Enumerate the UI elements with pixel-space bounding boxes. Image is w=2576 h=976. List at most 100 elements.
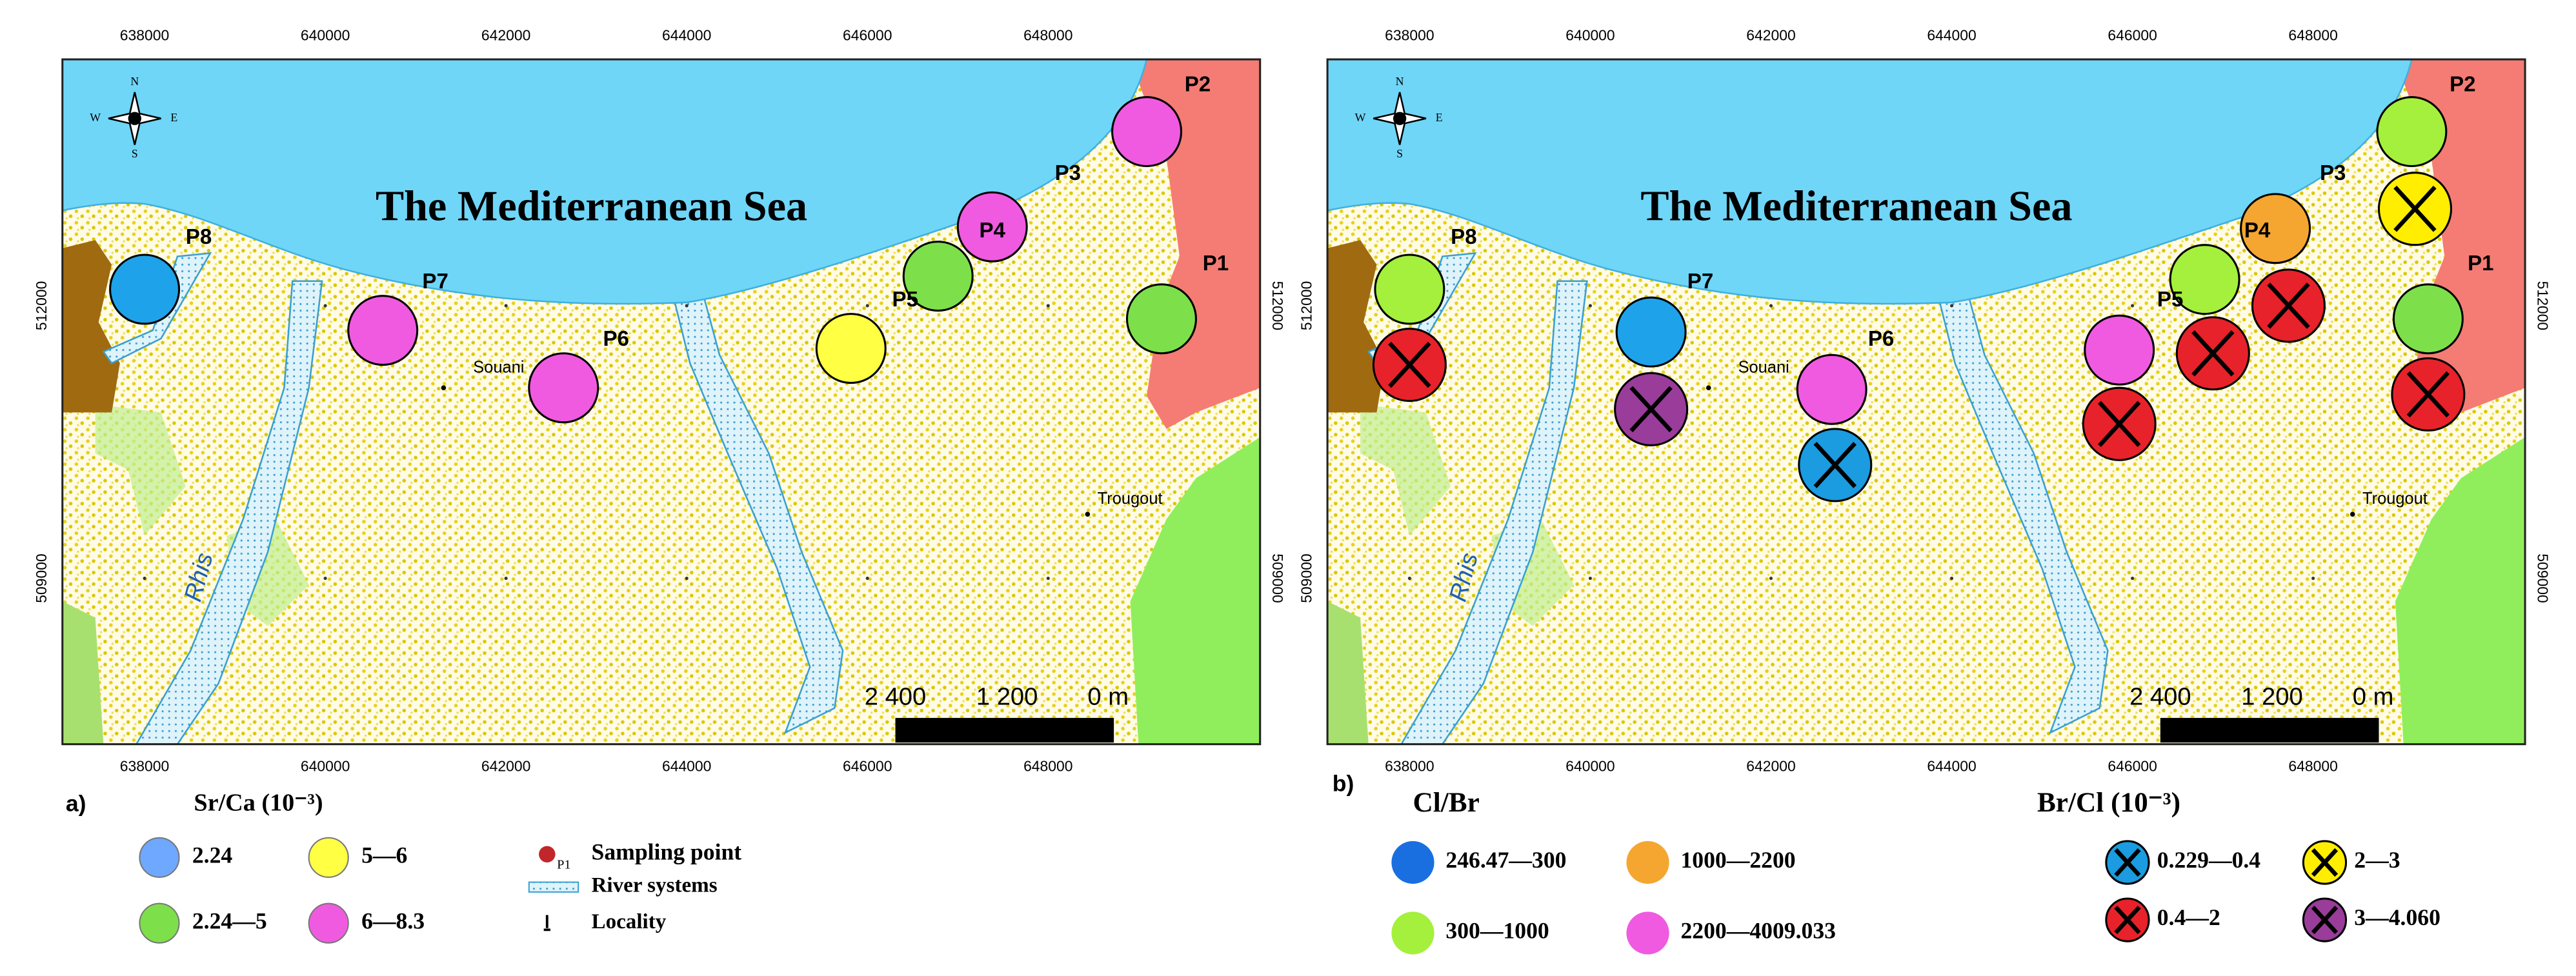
legend-label: 6—8.3 xyxy=(361,908,425,933)
legend-swatch xyxy=(308,837,349,878)
legend-label: 0.229—0.4 xyxy=(2157,847,2261,873)
green-zone xyxy=(1327,601,1369,744)
legend-label: Locality xyxy=(592,910,667,933)
legend-label: 2200—4009.033 xyxy=(1680,918,1835,944)
graticule-dot xyxy=(504,304,508,308)
brown-zone xyxy=(1327,240,1385,413)
graticule-dot xyxy=(2311,576,2315,581)
y-tick-label: 509000 xyxy=(33,553,50,603)
green-zone xyxy=(95,404,186,536)
y-tick-label: 509000 xyxy=(2534,553,2551,603)
point-label: P8 xyxy=(1451,225,1476,249)
graticule-dot xyxy=(143,576,146,581)
point-label: P1 xyxy=(2468,252,2493,275)
x-glyph xyxy=(2114,905,2141,935)
green-zone xyxy=(62,601,104,744)
legend-label: River systems xyxy=(592,874,718,897)
legend-swatch xyxy=(139,902,180,944)
legend-swatch xyxy=(1391,911,1434,955)
graticule-dot xyxy=(865,576,869,581)
compass-letter: W xyxy=(90,111,101,124)
point-label: P3 xyxy=(1055,161,1081,185)
point-label: P7 xyxy=(422,270,448,294)
compass-letter: W xyxy=(1355,111,1366,124)
compass-letter: E xyxy=(170,111,177,124)
x-tick-label: 642000 xyxy=(481,757,530,774)
sample-circle xyxy=(2169,244,2240,315)
sea xyxy=(1327,59,2413,305)
legend-title: Br/Cl (10⁻³) xyxy=(2037,787,2180,818)
map-body xyxy=(1327,59,2526,744)
x-tick-label: 646000 xyxy=(843,757,892,774)
point-label: P6 xyxy=(1868,327,1894,351)
graticule-dot xyxy=(1407,576,1411,581)
scale-label: 0 m xyxy=(2353,682,2394,710)
legend-label: Sampling point xyxy=(592,839,742,864)
legend-a: a) Sr/Ca (10⁻³) 2.24 2.24—5 5—6 6—8.3 P1 Sampli… xyxy=(66,790,742,944)
x-glyph xyxy=(2311,848,2339,877)
river xyxy=(1937,293,2109,735)
x-tick-label: 642000 xyxy=(481,26,530,43)
compass-center xyxy=(128,112,141,125)
point-label: P3 xyxy=(2320,161,2346,185)
graticule-dot xyxy=(1046,576,1050,581)
map-frame xyxy=(61,58,1262,746)
graticule-dot xyxy=(1588,576,1592,581)
legend-title: Sr/Ca (10⁻³) xyxy=(194,790,323,817)
point-label: P7 xyxy=(1687,270,1713,294)
x-tick-label: 648000 xyxy=(1023,757,1072,774)
x-tick-label: 648000 xyxy=(1023,26,1072,43)
x-tick-label: 638000 xyxy=(1385,757,1434,774)
locality-symbol xyxy=(441,385,447,391)
y-tick-label: 512000 xyxy=(1269,281,1286,330)
graticule-dot xyxy=(2131,304,2135,308)
graticule-dot xyxy=(323,576,327,581)
x-tick-label: 642000 xyxy=(1746,26,1795,43)
map-frame xyxy=(1326,58,2526,746)
sample-circle xyxy=(2392,283,2464,355)
graticule-dot xyxy=(504,576,508,581)
scale-bar xyxy=(895,717,1114,743)
compass-center xyxy=(1393,112,1407,125)
sample-circle xyxy=(347,295,419,366)
point-label: P5 xyxy=(892,288,918,312)
sample-circle xyxy=(902,241,974,312)
legend-swatch xyxy=(1626,841,1669,884)
sea-label: The Mediterranean Sea xyxy=(376,183,807,230)
compass-letter: S xyxy=(1396,147,1403,160)
sample-circle xyxy=(956,191,1028,263)
point-label: P5 xyxy=(2157,288,2183,312)
x-glyph xyxy=(2267,283,2310,329)
y-tick-label: 512000 xyxy=(1298,281,1315,330)
sample-circle xyxy=(1111,96,1183,168)
x-tick-label: 644000 xyxy=(1927,757,1976,774)
green-zone xyxy=(2395,437,2526,744)
scale-label: 1 200 xyxy=(2241,682,2303,710)
x-tick-label: 644000 xyxy=(662,26,711,43)
map-body xyxy=(62,59,1260,744)
scale-label: 2 400 xyxy=(2129,682,2191,710)
legend-label: 2.24—5 xyxy=(192,908,267,933)
y-tick-label: 509000 xyxy=(1298,553,1315,603)
river xyxy=(672,293,844,735)
graticule-dot xyxy=(865,304,869,308)
place-label: Trougout xyxy=(1098,490,1163,508)
x-glyph xyxy=(1813,442,1857,488)
sample-circle xyxy=(1796,354,1867,425)
river xyxy=(1400,280,1588,744)
legend-b: b) Cl/Br 246.47—300 300—1000 1000—2200 2200—4… xyxy=(1333,771,2440,955)
compass: N W E S xyxy=(90,75,177,160)
y-tick-label: 512000 xyxy=(2534,281,2551,330)
legend-title: Cl/Br xyxy=(1413,787,1479,818)
x-tick-label: 646000 xyxy=(2108,26,2157,43)
map-panel: 638000 638000 640000 640000 642000 642000 6440… xyxy=(1298,26,2551,774)
x-glyph xyxy=(2406,371,2450,418)
legend-label: 0.4—2 xyxy=(2157,904,2220,930)
panel-label: a) xyxy=(66,790,86,816)
sample-circle xyxy=(1615,296,1687,368)
x-glyph xyxy=(2114,848,2141,877)
compass-letter: N xyxy=(1396,75,1404,88)
legend-swatch xyxy=(308,902,349,944)
graticule-dot xyxy=(1950,576,1954,581)
